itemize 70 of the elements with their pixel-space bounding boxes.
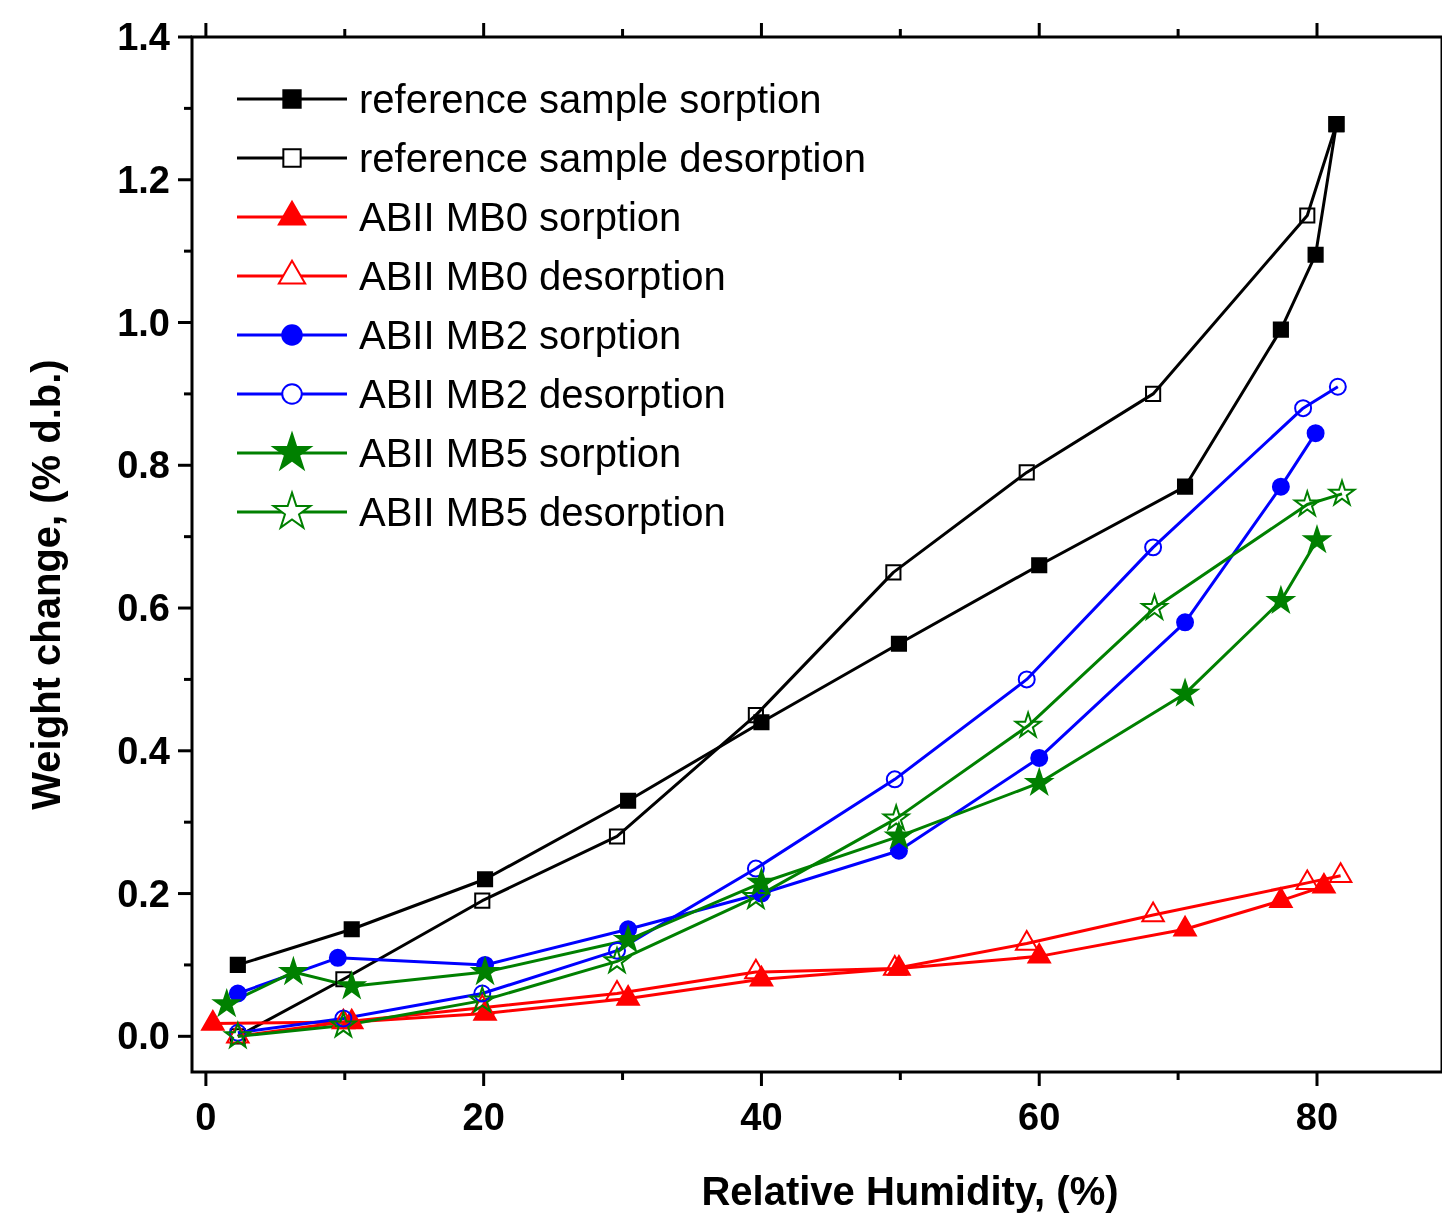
legend-label: reference sample sorption xyxy=(359,77,822,121)
legend-label: reference sample desorption xyxy=(359,136,866,180)
y-tick-label: 1.0 xyxy=(117,301,170,344)
point xyxy=(1299,207,1316,224)
point xyxy=(883,820,914,850)
point xyxy=(885,770,904,789)
y-tick-label: 0.0 xyxy=(117,1015,170,1058)
y-tick-label: 0.2 xyxy=(117,872,170,915)
point xyxy=(1017,670,1036,689)
point xyxy=(328,948,347,967)
point xyxy=(1328,862,1353,883)
point xyxy=(1306,424,1325,443)
point xyxy=(1328,377,1347,396)
point xyxy=(1169,677,1201,707)
point xyxy=(1269,887,1293,908)
y-tick-label: 0.8 xyxy=(117,444,170,487)
point xyxy=(474,892,491,909)
legend-label: ABII MB2 sorption xyxy=(359,313,682,357)
point xyxy=(620,792,637,809)
legend-label: ABII MB2 desorption xyxy=(359,372,726,416)
legend-label: ABII MB0 desorption xyxy=(359,254,726,298)
point xyxy=(1141,901,1165,923)
point xyxy=(885,564,902,581)
x-tick-label: 0 xyxy=(195,1096,217,1138)
point xyxy=(1312,873,1336,894)
point xyxy=(1027,942,1051,964)
point xyxy=(1018,464,1035,481)
point xyxy=(1176,613,1195,632)
point xyxy=(201,1010,225,1031)
y-tick-label: 1.4 xyxy=(117,16,170,58)
point xyxy=(1294,399,1313,418)
point xyxy=(601,945,633,975)
point xyxy=(328,1009,359,1039)
point xyxy=(476,871,494,888)
legend-label: ABII MB5 desorption xyxy=(359,490,726,534)
point xyxy=(880,802,912,832)
point xyxy=(1301,524,1333,554)
point xyxy=(1271,477,1290,496)
point xyxy=(1326,477,1358,507)
y-tick-label: 0.4 xyxy=(117,729,170,772)
point xyxy=(1014,930,1039,951)
point xyxy=(746,859,765,878)
point xyxy=(1031,557,1048,574)
legend-label: ABII MB5 sorption xyxy=(359,431,682,475)
point xyxy=(1295,869,1320,891)
point xyxy=(1176,478,1194,495)
point xyxy=(1030,748,1049,767)
point xyxy=(229,956,246,973)
point xyxy=(222,1020,254,1050)
point xyxy=(343,921,360,938)
point xyxy=(1265,585,1297,614)
point xyxy=(747,707,764,724)
point xyxy=(1145,385,1162,402)
x-axis-title: Relative Humidity, (%) xyxy=(701,1169,1119,1213)
x-tick-label: 60 xyxy=(1018,1096,1061,1138)
y-tick-label: 0.6 xyxy=(117,587,170,630)
point xyxy=(1272,321,1289,338)
y-axis-title: Weight change, (% d.b.) xyxy=(24,359,68,810)
point xyxy=(1307,246,1324,263)
y-tick-label: 1.2 xyxy=(117,158,170,201)
point xyxy=(1173,915,1197,937)
point xyxy=(608,828,626,845)
point xyxy=(1144,538,1163,557)
x-tick-label: 80 xyxy=(1295,1096,1339,1138)
point xyxy=(890,635,908,652)
x-tick-label: 40 xyxy=(740,1096,783,1138)
x-tick-label: 20 xyxy=(462,1096,505,1138)
point xyxy=(612,924,644,953)
legend-label: ABII MB0 sorption xyxy=(359,195,682,239)
point xyxy=(1012,709,1044,739)
